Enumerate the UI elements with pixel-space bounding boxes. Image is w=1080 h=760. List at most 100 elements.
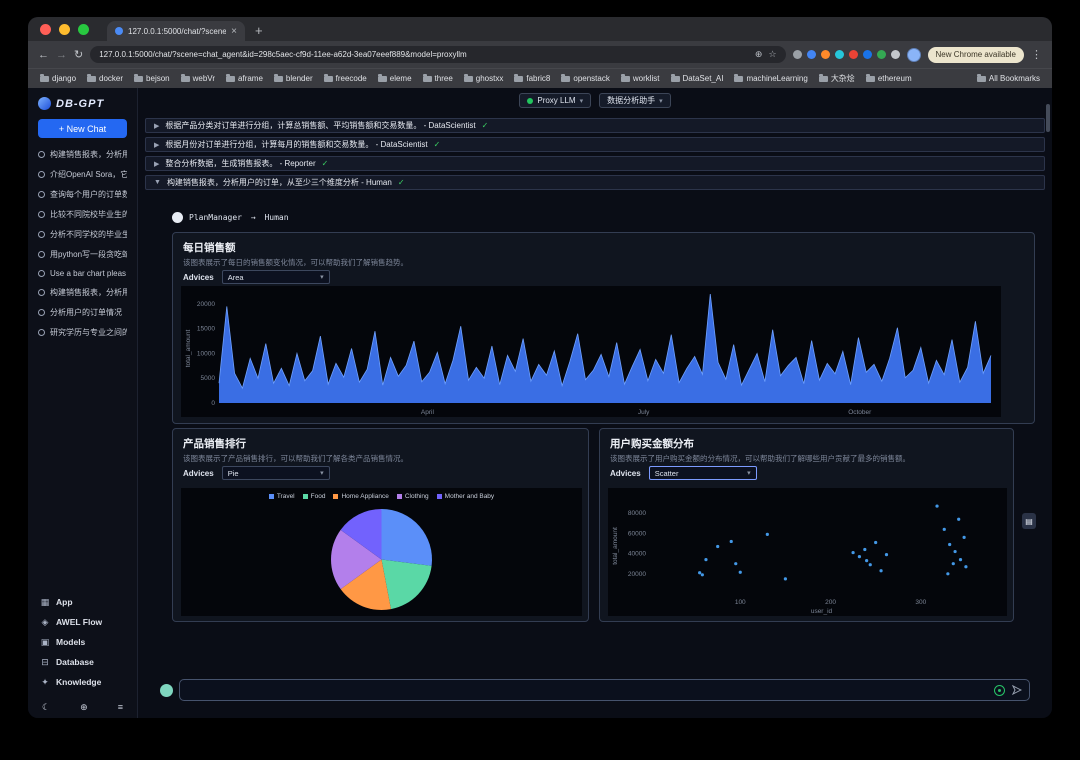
sidebar-item-app[interactable]: ▦App [28, 592, 137, 612]
bookmark-item[interactable]: eleme [378, 73, 412, 84]
folder-icon [134, 76, 143, 82]
language-icon[interactable]: ⊕ [80, 702, 88, 713]
legend-label: Mother and Baby [445, 493, 495, 500]
chat-history-item[interactable]: 分析不同学校的毕业生 [28, 224, 137, 244]
plan-step-row[interactable]: ▼构建销售报表，分析用户的订单，从至少三个维度分析 - Human✓ [145, 175, 1045, 190]
app-logo[interactable]: DB-GPT [28, 88, 137, 114]
bookmark-item[interactable]: DataSet_AI [671, 73, 724, 84]
legend-item[interactable]: Clothing [397, 493, 429, 500]
blue-extension-icon[interactable] [807, 50, 816, 59]
reload-button[interactable]: ↻ [74, 48, 83, 61]
chart-type-select[interactable]: Scatter ▾ [649, 466, 757, 480]
plan-steps: ▶根据产品分类对订单进行分组，计算总销售额、平均销售额和交易数量。 - Data… [145, 118, 1045, 194]
browser-tab[interactable]: 127.0.0.1:5000/chat/?scene... × [107, 21, 245, 41]
card-title: 用户购买金额分布 [610, 436, 694, 451]
theme-toggle-icon[interactable]: ☾ [42, 702, 50, 713]
bookmark-item[interactable]: django [40, 73, 76, 84]
collapse-sidebar-icon[interactable]: ≡ [118, 702, 123, 713]
bookmark-item[interactable]: machineLearning [734, 73, 807, 84]
chat-history-item[interactable]: 比较不同院校毕业生的 [28, 204, 137, 224]
chrome-update-button[interactable]: New Chrome available [928, 47, 1024, 63]
plan-step-row[interactable]: ▶根据产品分类对订单进行分组，计算总销售额、平均销售额和交易数量。 - Data… [145, 118, 1045, 133]
chat-history-item[interactable]: 研究学历与专业之间的 [28, 322, 137, 342]
sidebar-item-database[interactable]: ⊟Database [28, 652, 137, 672]
chart-type-select[interactable]: Pie ▾ [222, 466, 330, 480]
bookmark-item[interactable]: freecode [324, 73, 367, 84]
chat-history-item[interactable]: 用python写一段贪吃蛇 [28, 244, 137, 264]
zoom-window-button[interactable] [78, 24, 89, 35]
pie-area [181, 505, 582, 614]
bookmark-item[interactable]: three [423, 73, 453, 84]
feedback-button[interactable]: ▤ [1022, 513, 1036, 529]
chat-icon [38, 329, 45, 336]
bookmark-item[interactable]: ghostxx [464, 73, 504, 84]
model-picker-icon[interactable] [994, 685, 1005, 696]
agent-select[interactable]: 数据分析助手 ▾ [599, 93, 671, 108]
chat-history-item[interactable]: 构建销售报表，分析用 [28, 282, 137, 302]
minimize-window-button[interactable] [59, 24, 70, 35]
chat-history-item[interactable]: Use a bar chart pleas [28, 264, 137, 282]
chat-history-label: 用python写一段贪吃蛇 [50, 249, 127, 260]
bookmark-item[interactable]: webVr [181, 73, 215, 84]
orange-extension-icon[interactable] [821, 50, 830, 59]
teal-extension-icon[interactable] [835, 50, 844, 59]
plan-step-row[interactable]: ▶整合分析数据，生成销售报表。 - Reporter✓ [145, 156, 1045, 171]
legend-swatch [333, 494, 338, 499]
bookmark-item[interactable]: docker [87, 73, 123, 84]
tab-close-icon[interactable]: × [231, 26, 237, 37]
flow-icon: ◈ [40, 617, 50, 628]
back-button[interactable]: ← [38, 49, 49, 61]
dbgpt-logo-icon [38, 97, 51, 110]
chat-history-item[interactable]: 构建销售报表，分析用 [28, 144, 137, 164]
legend-item[interactable]: Travel [269, 493, 295, 500]
pip-extension-icon[interactable] [793, 50, 802, 59]
bookmark-label: freecode [336, 74, 367, 83]
close-window-button[interactable] [40, 24, 51, 35]
legend-label: Home Appliance [341, 493, 388, 500]
address-bar[interactable]: 127.0.0.1:5000/chat/?scene=chat_agent&id… [90, 46, 785, 63]
all-bookmarks-button[interactable]: All Bookmarks [977, 74, 1040, 83]
bookmark-item[interactable]: 大杂烩 [819, 73, 855, 84]
puzzle-extension-icon[interactable] [891, 50, 900, 59]
legend-item[interactable]: Mother and Baby [437, 493, 495, 500]
red-extension-icon[interactable] [849, 50, 858, 59]
forward-button[interactable]: → [56, 49, 67, 61]
tab-favicon [115, 27, 123, 35]
message-receiver: Human [264, 213, 288, 222]
new-tab-button[interactable]: + [255, 23, 263, 38]
chat-history-item[interactable]: 查询每个用户的订单数 [28, 184, 137, 204]
chat-history-item[interactable]: 介绍OpenAI Sora，它 [28, 164, 137, 184]
chat-input-box[interactable] [179, 679, 1030, 701]
model-select[interactable]: Proxy LLM ▾ [519, 93, 591, 108]
bookmark-label: eleme [390, 74, 412, 83]
scrollbar-thumb[interactable] [1046, 104, 1050, 132]
sidebar-item-models[interactable]: ▣Models [28, 632, 137, 652]
bookmark-label: worklist [633, 74, 660, 83]
bookmark-item[interactable]: ethereum [866, 73, 912, 84]
send-button[interactable] [1012, 685, 1022, 695]
new-chat-button[interactable]: + New Chat [38, 119, 127, 138]
blue-circle-extension-icon[interactable] [863, 50, 872, 59]
browser-menu-icon[interactable]: ⋮ [1031, 48, 1042, 61]
bookmark-item[interactable]: aframe [226, 73, 263, 84]
bookmark-label: DataSet_AI [683, 74, 724, 83]
bookmark-item[interactable]: fabric8 [514, 73, 550, 84]
bookmark-item[interactable]: blender [274, 73, 313, 84]
sidebar-item-knowledge[interactable]: ✦Knowledge [28, 672, 137, 692]
legend-item[interactable]: Home Appliance [333, 493, 388, 500]
chat-input[interactable] [187, 685, 987, 695]
green-extension-icon[interactable] [877, 50, 886, 59]
bookmark-item[interactable]: worklist [621, 73, 660, 84]
bookmark-item[interactable]: openstack [561, 73, 609, 84]
profile-avatar[interactable] [907, 48, 921, 62]
zoom-icon[interactable]: ⊕ [755, 49, 763, 60]
bookmark-star-icon[interactable]: ☆ [768, 49, 776, 60]
legend-item[interactable]: Food [303, 493, 326, 500]
folder-icon [274, 76, 283, 82]
plan-step-row[interactable]: ▶根据月份对订单进行分组，计算每月的销售额和交易数量。 - DataScient… [145, 137, 1045, 152]
sidebar-item-awel-flow[interactable]: ◈AWEL Flow [28, 612, 137, 632]
chart-type-select[interactable]: Area ▾ [222, 270, 330, 284]
bookmark-item[interactable]: bejson [134, 73, 170, 84]
chat-history-label: 比较不同院校毕业生的 [50, 209, 127, 220]
chat-history-item[interactable]: 分析用户的订单情况 [28, 302, 137, 322]
